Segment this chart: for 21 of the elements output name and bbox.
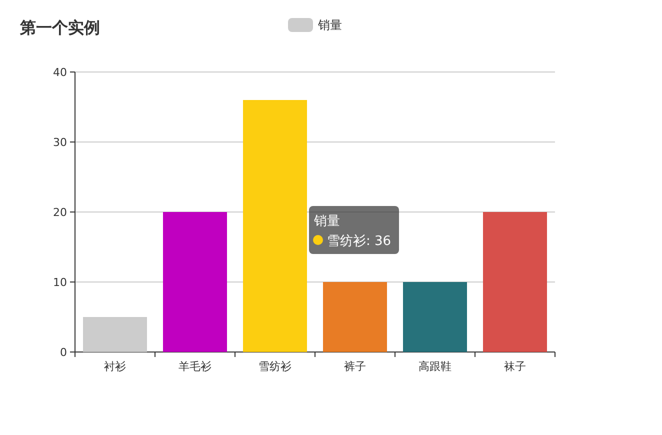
bar — [83, 317, 147, 352]
x-tick-label: 雪纺衫 — [258, 360, 292, 373]
x-tick-label: 高跟鞋 — [418, 360, 452, 373]
y-tick-label: 20 — [53, 206, 67, 219]
annotation: 雪纺衫: 36 — [327, 234, 392, 249]
y-tick-label: 10 — [53, 276, 67, 289]
y-tick-label: 0 — [60, 346, 67, 359]
y-tick-label: 40 — [53, 66, 67, 79]
x-tick-label: 羊毛衫 — [178, 360, 212, 373]
annotation: 销量 — [313, 214, 340, 229]
chart-title: 第一个实例 — [19, 18, 100, 37]
bar — [403, 282, 467, 352]
x-tick-label: 袜子 — [504, 360, 526, 373]
x-tick-label: 衬衫 — [104, 360, 126, 373]
bar — [163, 212, 227, 352]
bar — [483, 212, 547, 352]
bar — [323, 282, 387, 352]
y-tick-label: 30 — [53, 136, 67, 149]
bar — [243, 100, 307, 352]
legend-label: 销量 — [317, 18, 342, 32]
x-tick-label: 裤子 — [344, 360, 366, 373]
